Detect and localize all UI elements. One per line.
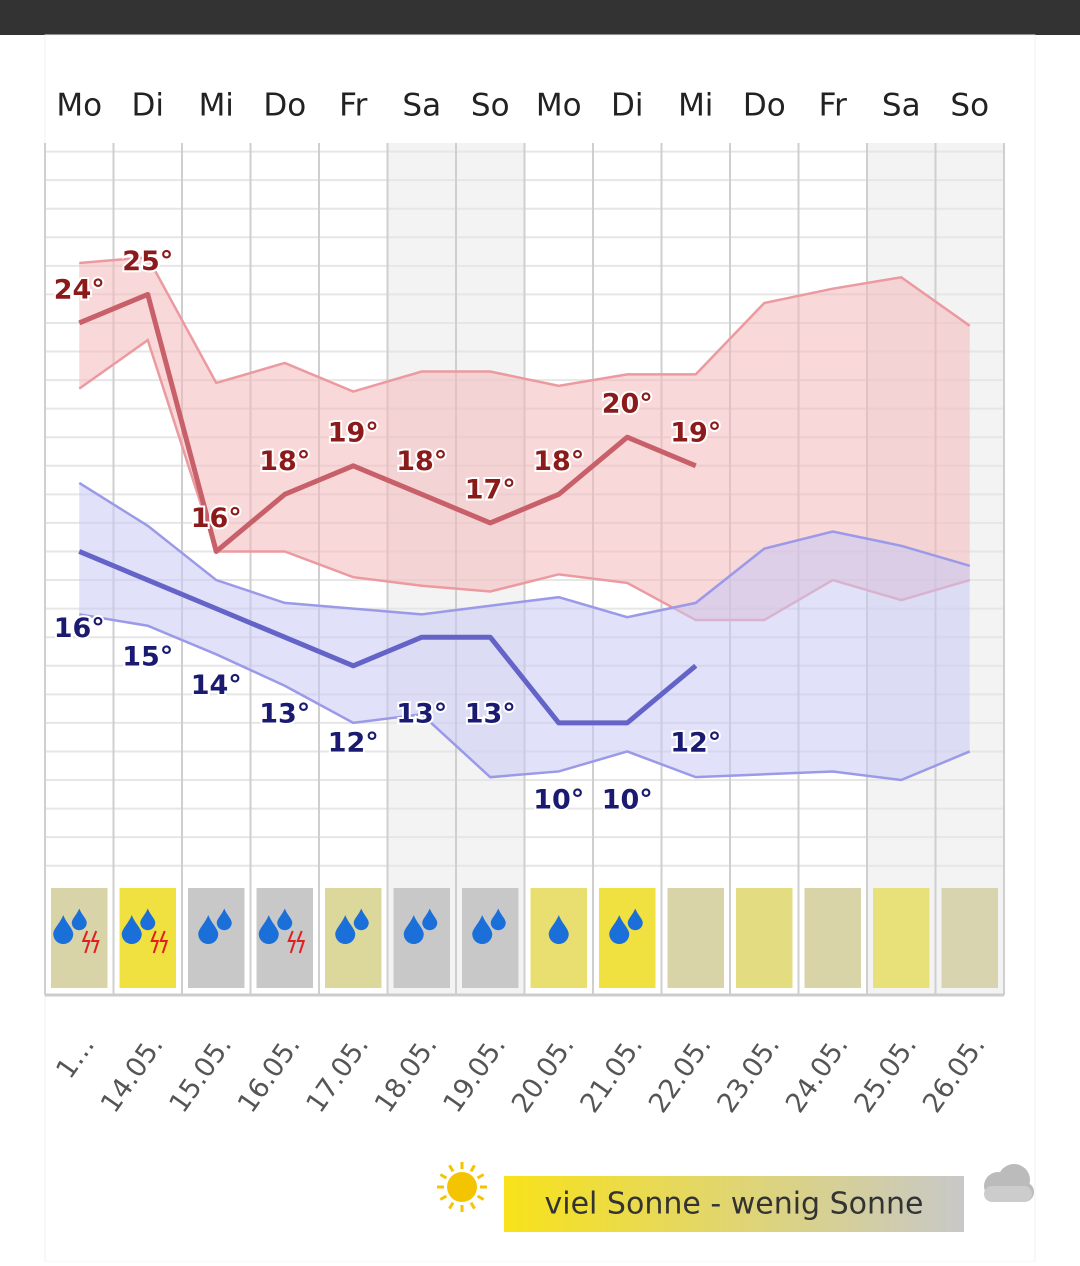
day-label: Sa: [882, 88, 921, 124]
day-label: Do: [743, 88, 786, 124]
day-label: Di: [132, 88, 164, 124]
temp-label: 10°: [533, 784, 584, 815]
rain-drop: [472, 915, 493, 944]
thunder: [287, 930, 297, 954]
sun-ray: [439, 1173, 448, 1180]
temp-label: 13°: [465, 699, 516, 730]
sun-ray: [448, 1164, 455, 1173]
rain-drop: [198, 915, 219, 944]
temp-label: 16°: [191, 503, 242, 534]
rain-drop: [422, 908, 438, 931]
thunder: [150, 930, 160, 954]
rain-drop: [258, 915, 279, 944]
temp-label: 13°: [259, 699, 310, 730]
temp-label: 18°: [533, 446, 584, 477]
rain-drop: [121, 915, 142, 944]
legend-text: viel Sonne - wenig Sonne: [545, 1187, 924, 1222]
day-label: Mi: [199, 88, 234, 124]
rain-drop: [53, 915, 74, 944]
rain-drop: [490, 908, 506, 931]
day-label: Fr: [339, 88, 368, 124]
sunshine-box: [804, 888, 861, 988]
day-label: Mo: [56, 88, 102, 124]
sun-ray: [448, 1201, 455, 1210]
rain-drop: [609, 915, 630, 944]
range-band: [79, 482, 970, 781]
day-label: Fr: [819, 88, 848, 124]
sun-ray: [469, 1201, 476, 1210]
thunder: [90, 930, 100, 954]
rain-drop: [548, 915, 569, 944]
temp-label: 19°: [670, 417, 721, 448]
thunder: [81, 930, 91, 954]
rain-drop: [353, 908, 369, 931]
rain-drop: [627, 908, 643, 931]
legend-bar: [504, 1176, 964, 1232]
status-bar: [0, 0, 1080, 35]
temp-label: 15°: [122, 642, 173, 673]
sun-icon: [437, 1162, 487, 1212]
day-label: So: [471, 88, 510, 124]
rain-drop: [277, 908, 293, 931]
rain-drop: [216, 908, 232, 931]
sun-ray: [476, 1194, 485, 1201]
sun-ray: [439, 1194, 448, 1201]
rain-drop: [140, 908, 156, 931]
temp-label: 12°: [328, 727, 379, 758]
band-edge: [79, 255, 971, 393]
temp-label: 16°: [54, 613, 105, 644]
mean-line: [78, 291, 697, 554]
band-edge: [78, 481, 971, 619]
temp-label: 13°: [396, 699, 447, 730]
temp-label: 14°: [191, 670, 242, 701]
sun-ray: [476, 1173, 485, 1180]
temp-label: 12°: [670, 727, 721, 758]
day-label: Mi: [678, 88, 713, 124]
temp-label: 20°: [602, 389, 653, 420]
day-label: Do: [263, 88, 306, 124]
sunshine-box: [667, 888, 724, 988]
sun-ray: [469, 1164, 476, 1173]
temp-label: 25°: [122, 246, 173, 277]
temp-label: 17°: [465, 474, 516, 505]
sunshine-box: [873, 888, 930, 988]
day-label: Sa: [402, 88, 441, 124]
sunshine-box: [941, 888, 998, 988]
rain-drop: [71, 908, 87, 931]
day-label: Mo: [536, 88, 582, 124]
day-label: Di: [611, 88, 643, 124]
thunder: [159, 930, 169, 954]
mean-line: [78, 549, 698, 726]
temp-label: 18°: [259, 446, 310, 477]
sunshine-box: [736, 888, 793, 988]
temp-label: 10°: [602, 784, 653, 815]
temp-label: 19°: [328, 417, 379, 448]
rain-drop: [335, 915, 356, 944]
thunder: [296, 930, 306, 954]
day-label: So: [950, 88, 989, 124]
rain-drop: [403, 915, 424, 944]
range-band: [79, 257, 970, 621]
band-edge: [79, 613, 971, 782]
cloud-icon: [984, 1164, 1034, 1202]
temp-label: 24°: [54, 274, 105, 305]
temp-label: 18°: [396, 446, 447, 477]
